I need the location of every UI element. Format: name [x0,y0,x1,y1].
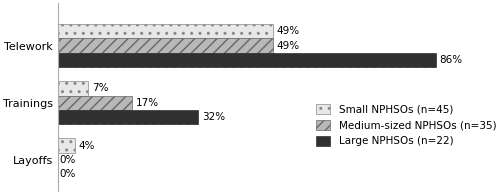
Bar [58,110,198,124]
Text: 0%: 0% [60,169,76,179]
Bar [58,38,273,53]
Text: 4%: 4% [78,140,95,151]
Bar [58,24,273,38]
Bar [58,138,75,153]
Text: 86%: 86% [439,55,462,65]
Bar [58,53,436,67]
Legend: Small NPHSOs (n=45), Medium-sized NPHSOs (n=35), Large NPHSOs (n=22): Small NPHSOs (n=45), Medium-sized NPHSOs… [316,104,496,146]
Text: 7%: 7% [92,83,108,94]
Bar [58,96,132,110]
Text: 49%: 49% [276,26,299,36]
Text: 0%: 0% [60,155,76,165]
Text: 17%: 17% [136,98,159,108]
Bar [58,81,88,96]
Text: 49%: 49% [276,41,299,51]
Text: 32%: 32% [202,112,225,122]
